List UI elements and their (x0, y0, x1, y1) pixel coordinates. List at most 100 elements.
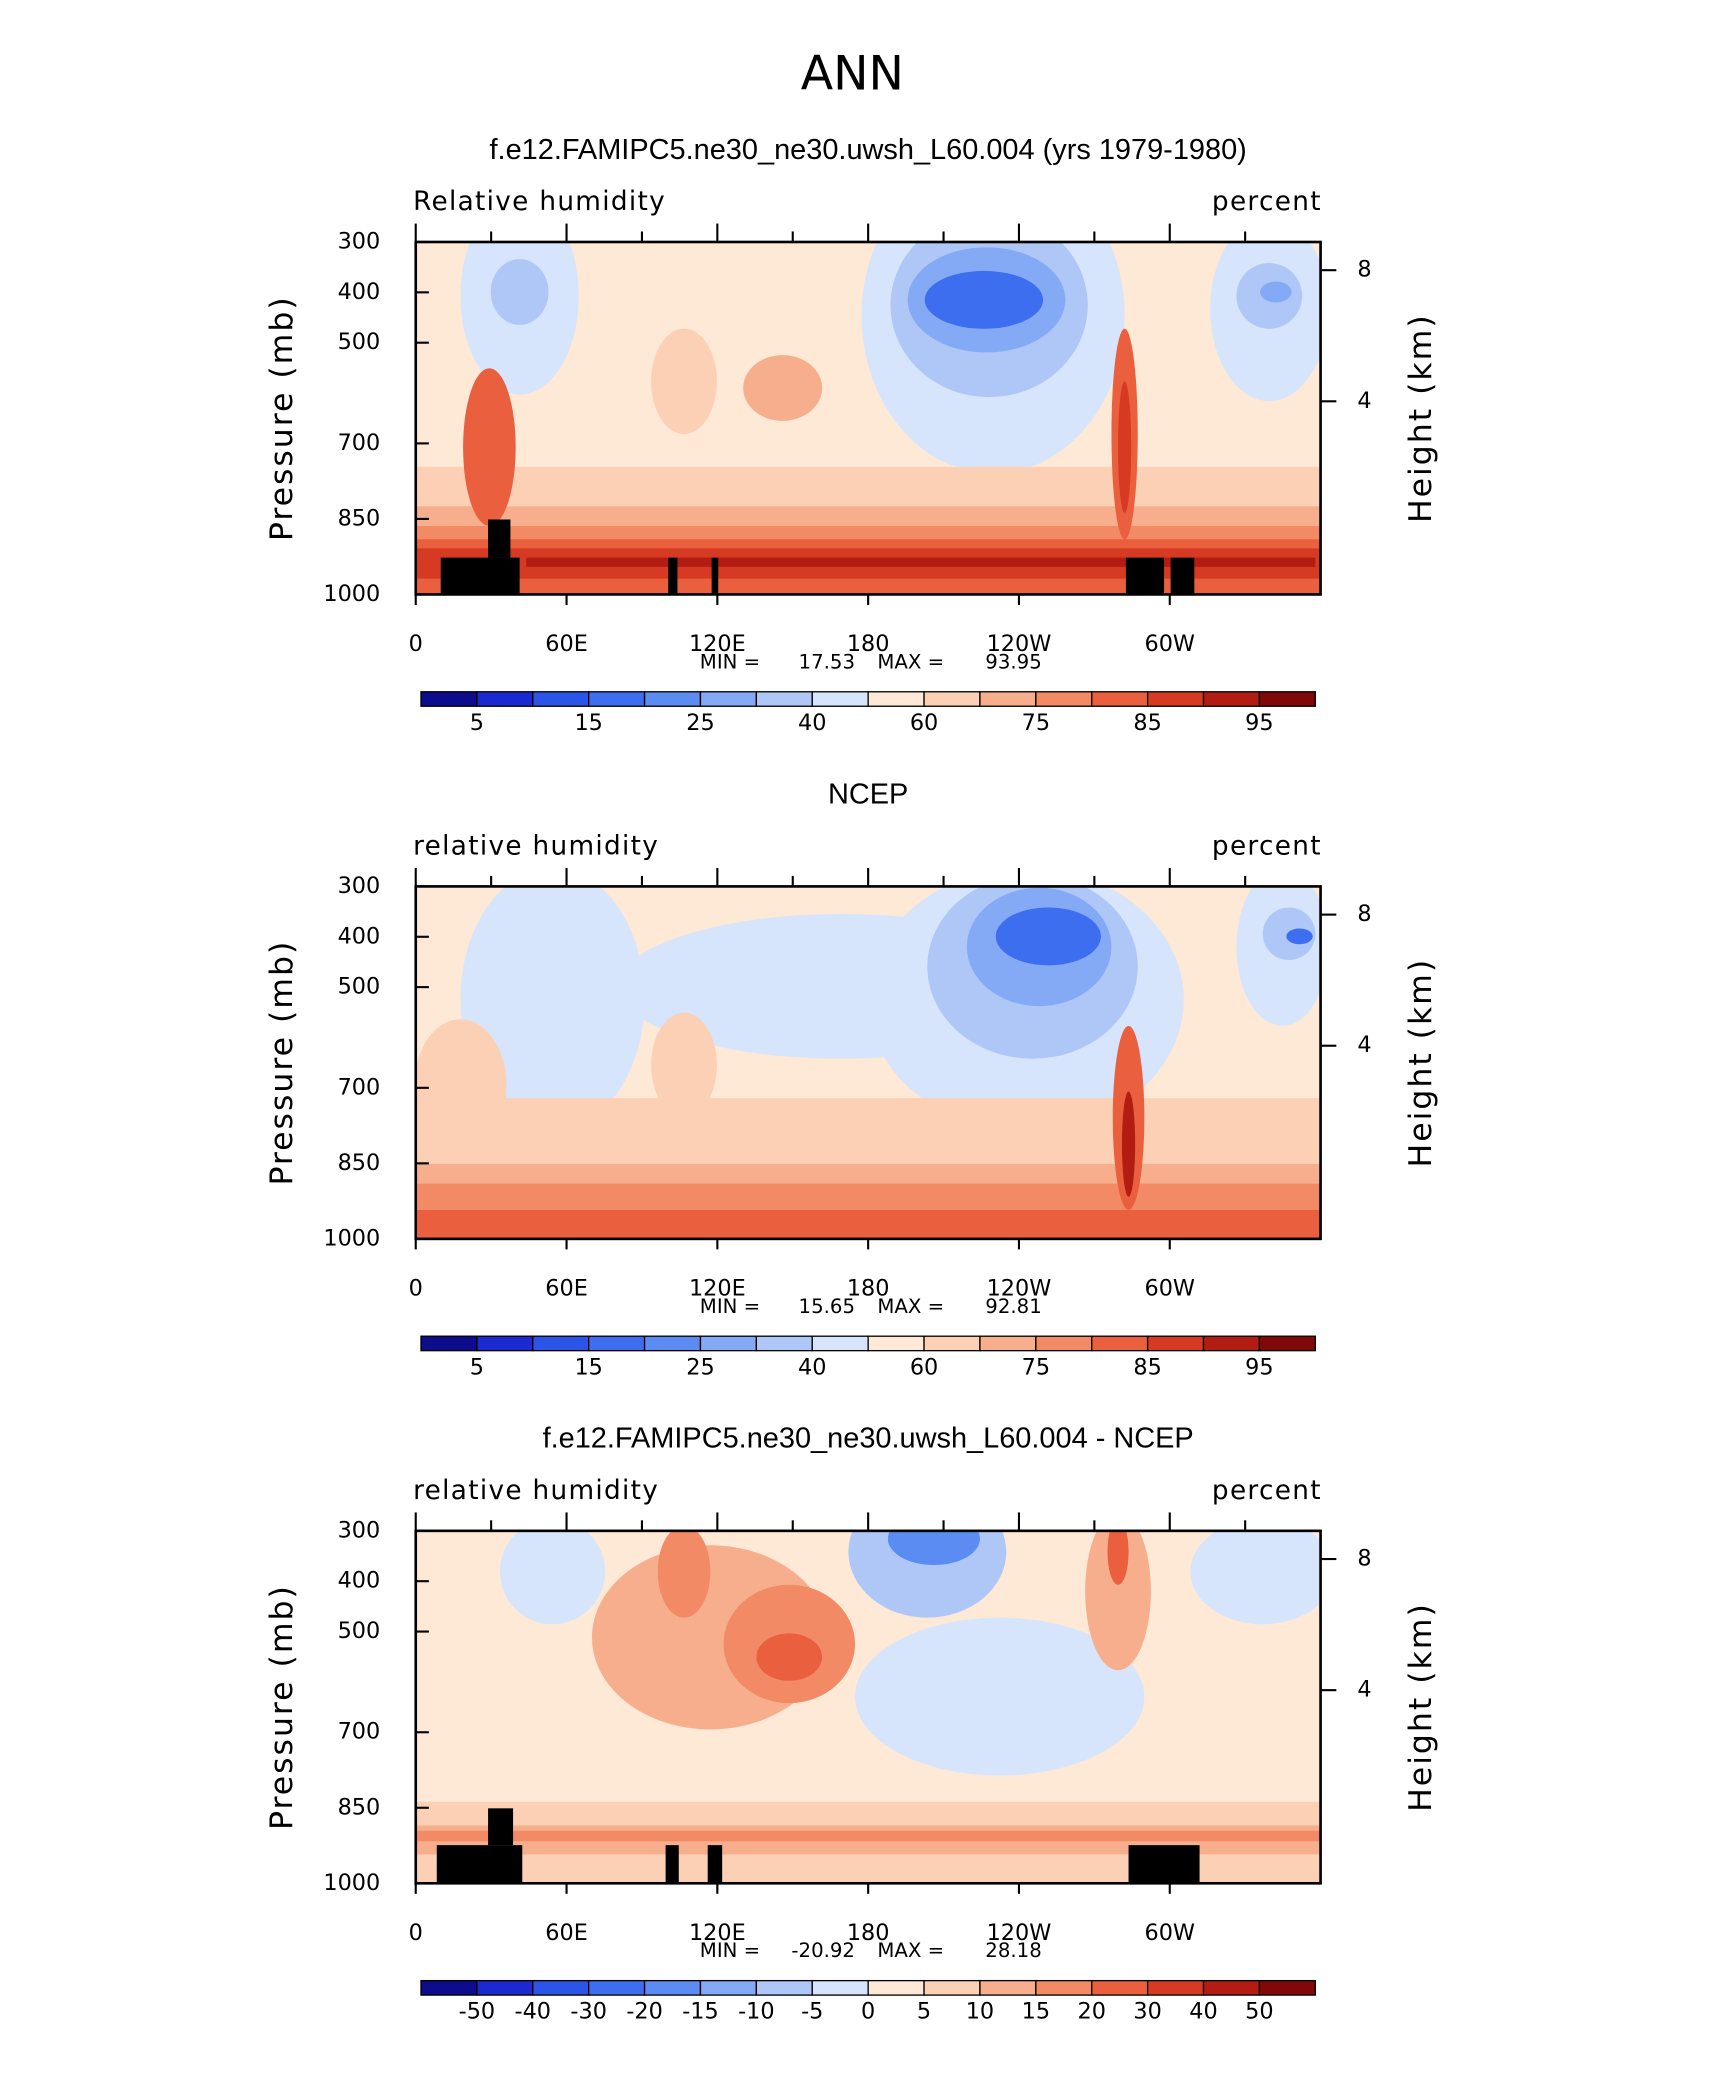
x-tick-label: 180 (847, 1275, 890, 1301)
colorbar-label: 95 (1245, 710, 1273, 736)
y-tick-label: 850 (338, 505, 381, 531)
colorbar-label: 10 (966, 1999, 994, 2025)
y-tick-label: 700 (338, 1719, 381, 1745)
x-tick-label: 120W (987, 1920, 1052, 1946)
colorbar-box (1258, 691, 1316, 707)
y-tick-label: 850 (338, 1794, 381, 1820)
min-value: -20.92 (791, 1939, 855, 1962)
colorbar-label: 40 (798, 1354, 826, 1380)
x-tick-label: 0 (409, 1920, 423, 1946)
colorbar-box (867, 1979, 925, 1996)
colorbar-box (588, 1979, 646, 1996)
colorbar-box (923, 691, 981, 707)
figure-title: ANN (801, 46, 904, 101)
x-tick-label: 120E (689, 631, 746, 657)
colorbar-box (420, 691, 478, 707)
colorbar-label: 50 (1245, 1999, 1273, 2025)
colorbar-label: -5 (801, 1999, 823, 2025)
y-tick-label: 1000 (323, 1870, 380, 1896)
colorbar-label: 75 (1022, 1354, 1050, 1380)
y-tick-label: 300 (338, 873, 381, 899)
colorbar-box (699, 1979, 758, 1996)
colorbar-label: 15 (1022, 1999, 1050, 2025)
y-tick-label: 850 (338, 1150, 381, 1176)
x-tick-label: 60W (1144, 631, 1195, 657)
min-label: MIN = (700, 650, 760, 673)
panel-title: f.e12.FAMIPC5.ne30_ne30.uwsh_L60.004 (yr… (490, 134, 1247, 166)
colorbar-label: 25 (686, 710, 714, 736)
x-tick-label: 60E (545, 631, 588, 657)
y-axis-title: Pressure (mb) (264, 940, 300, 1186)
colorbar-box (755, 1335, 813, 1352)
colorbar-label: 40 (1189, 1999, 1217, 2025)
y2-tick-label: 4 (1357, 1032, 1371, 1058)
y-tick-label: 400 (338, 1568, 381, 1594)
x-tick-label: 180 (847, 631, 890, 657)
colorbar-box (1258, 1335, 1316, 1352)
x-tick-label: 60W (1144, 1920, 1195, 1946)
left-label: Relative humidity (413, 187, 666, 217)
colorbar-label: 95 (1245, 1354, 1273, 1380)
colorbar-label: 30 (1133, 1999, 1161, 2025)
colorbar-box (1202, 1335, 1261, 1352)
colorbar-label: 5 (470, 710, 484, 736)
colorbar-label: 20 (1078, 1999, 1106, 2025)
min-label: MIN = (700, 1295, 760, 1318)
x-tick-label: 120W (987, 631, 1052, 657)
colorbar-box (1202, 691, 1261, 707)
y-tick-label: 1000 (323, 581, 380, 607)
colorbar-label: -30 (570, 1999, 607, 2025)
colorbar-label: 5 (470, 1354, 484, 1380)
x-tick-label: 120E (689, 1275, 746, 1301)
colorbar-box (923, 1979, 981, 1996)
left-label: relative humidity (413, 1476, 659, 1506)
colorbar-label: 0 (861, 1999, 875, 2025)
colorbar-box (1202, 1979, 1261, 1996)
max-value: 92.81 (985, 1295, 1041, 1318)
contour-field (415, 1530, 1321, 1884)
x-tick-label: 0 (409, 1275, 423, 1301)
colorbar-box (811, 691, 869, 707)
colorbar-box (811, 1335, 869, 1352)
colorbar-label: 5 (917, 1999, 931, 2025)
colorbar-label: 15 (574, 1354, 602, 1380)
right-label: percent (1212, 1476, 1322, 1506)
colorbar-box (643, 1979, 702, 1996)
colorbar-box (1035, 691, 1093, 707)
x-tick-label: 120E (689, 1920, 746, 1946)
y-axis-title: Pressure (mb) (264, 295, 300, 541)
colorbar-box (699, 691, 758, 707)
colorbar-box (811, 1979, 869, 1996)
colorbar-label: -50 (459, 1999, 496, 2025)
contour-field (415, 241, 1321, 595)
colorbar-box (532, 1979, 590, 1996)
y2-tick-label: 4 (1357, 1677, 1371, 1703)
y-tick-label: 500 (338, 1618, 381, 1644)
colorbar-box (867, 1335, 925, 1352)
x-tick-label: 120W (987, 1275, 1052, 1301)
colorbar-label: -40 (515, 1999, 552, 2025)
x-tick-label: 60W (1144, 1275, 1195, 1301)
y-tick-label: 700 (338, 430, 381, 456)
y2-tick-label: 8 (1357, 257, 1371, 283)
x-tick-label: 180 (847, 1920, 890, 1946)
max-label: MAX = (877, 650, 944, 673)
colorbar-box (476, 1979, 534, 1996)
colorbar-label: 40 (798, 710, 826, 736)
left-label: relative humidity (413, 831, 659, 861)
max-value: 93.95 (985, 650, 1041, 673)
panel-title: NCEP (828, 778, 908, 810)
colorbar-box (588, 691, 646, 707)
colorbar-box (979, 1979, 1037, 1996)
y-tick-label: 700 (338, 1074, 381, 1100)
y-tick-label: 400 (338, 923, 381, 949)
y-axis-title: Pressure (mb) (264, 1584, 300, 1830)
colorbar-box (1258, 1979, 1316, 1996)
y2-tick-label: 8 (1357, 1546, 1371, 1572)
contour-field (415, 886, 1321, 1239)
colorbar-label: 25 (686, 1354, 714, 1380)
colorbar-label: -15 (682, 1999, 719, 2025)
colorbar-box (1035, 1335, 1093, 1352)
